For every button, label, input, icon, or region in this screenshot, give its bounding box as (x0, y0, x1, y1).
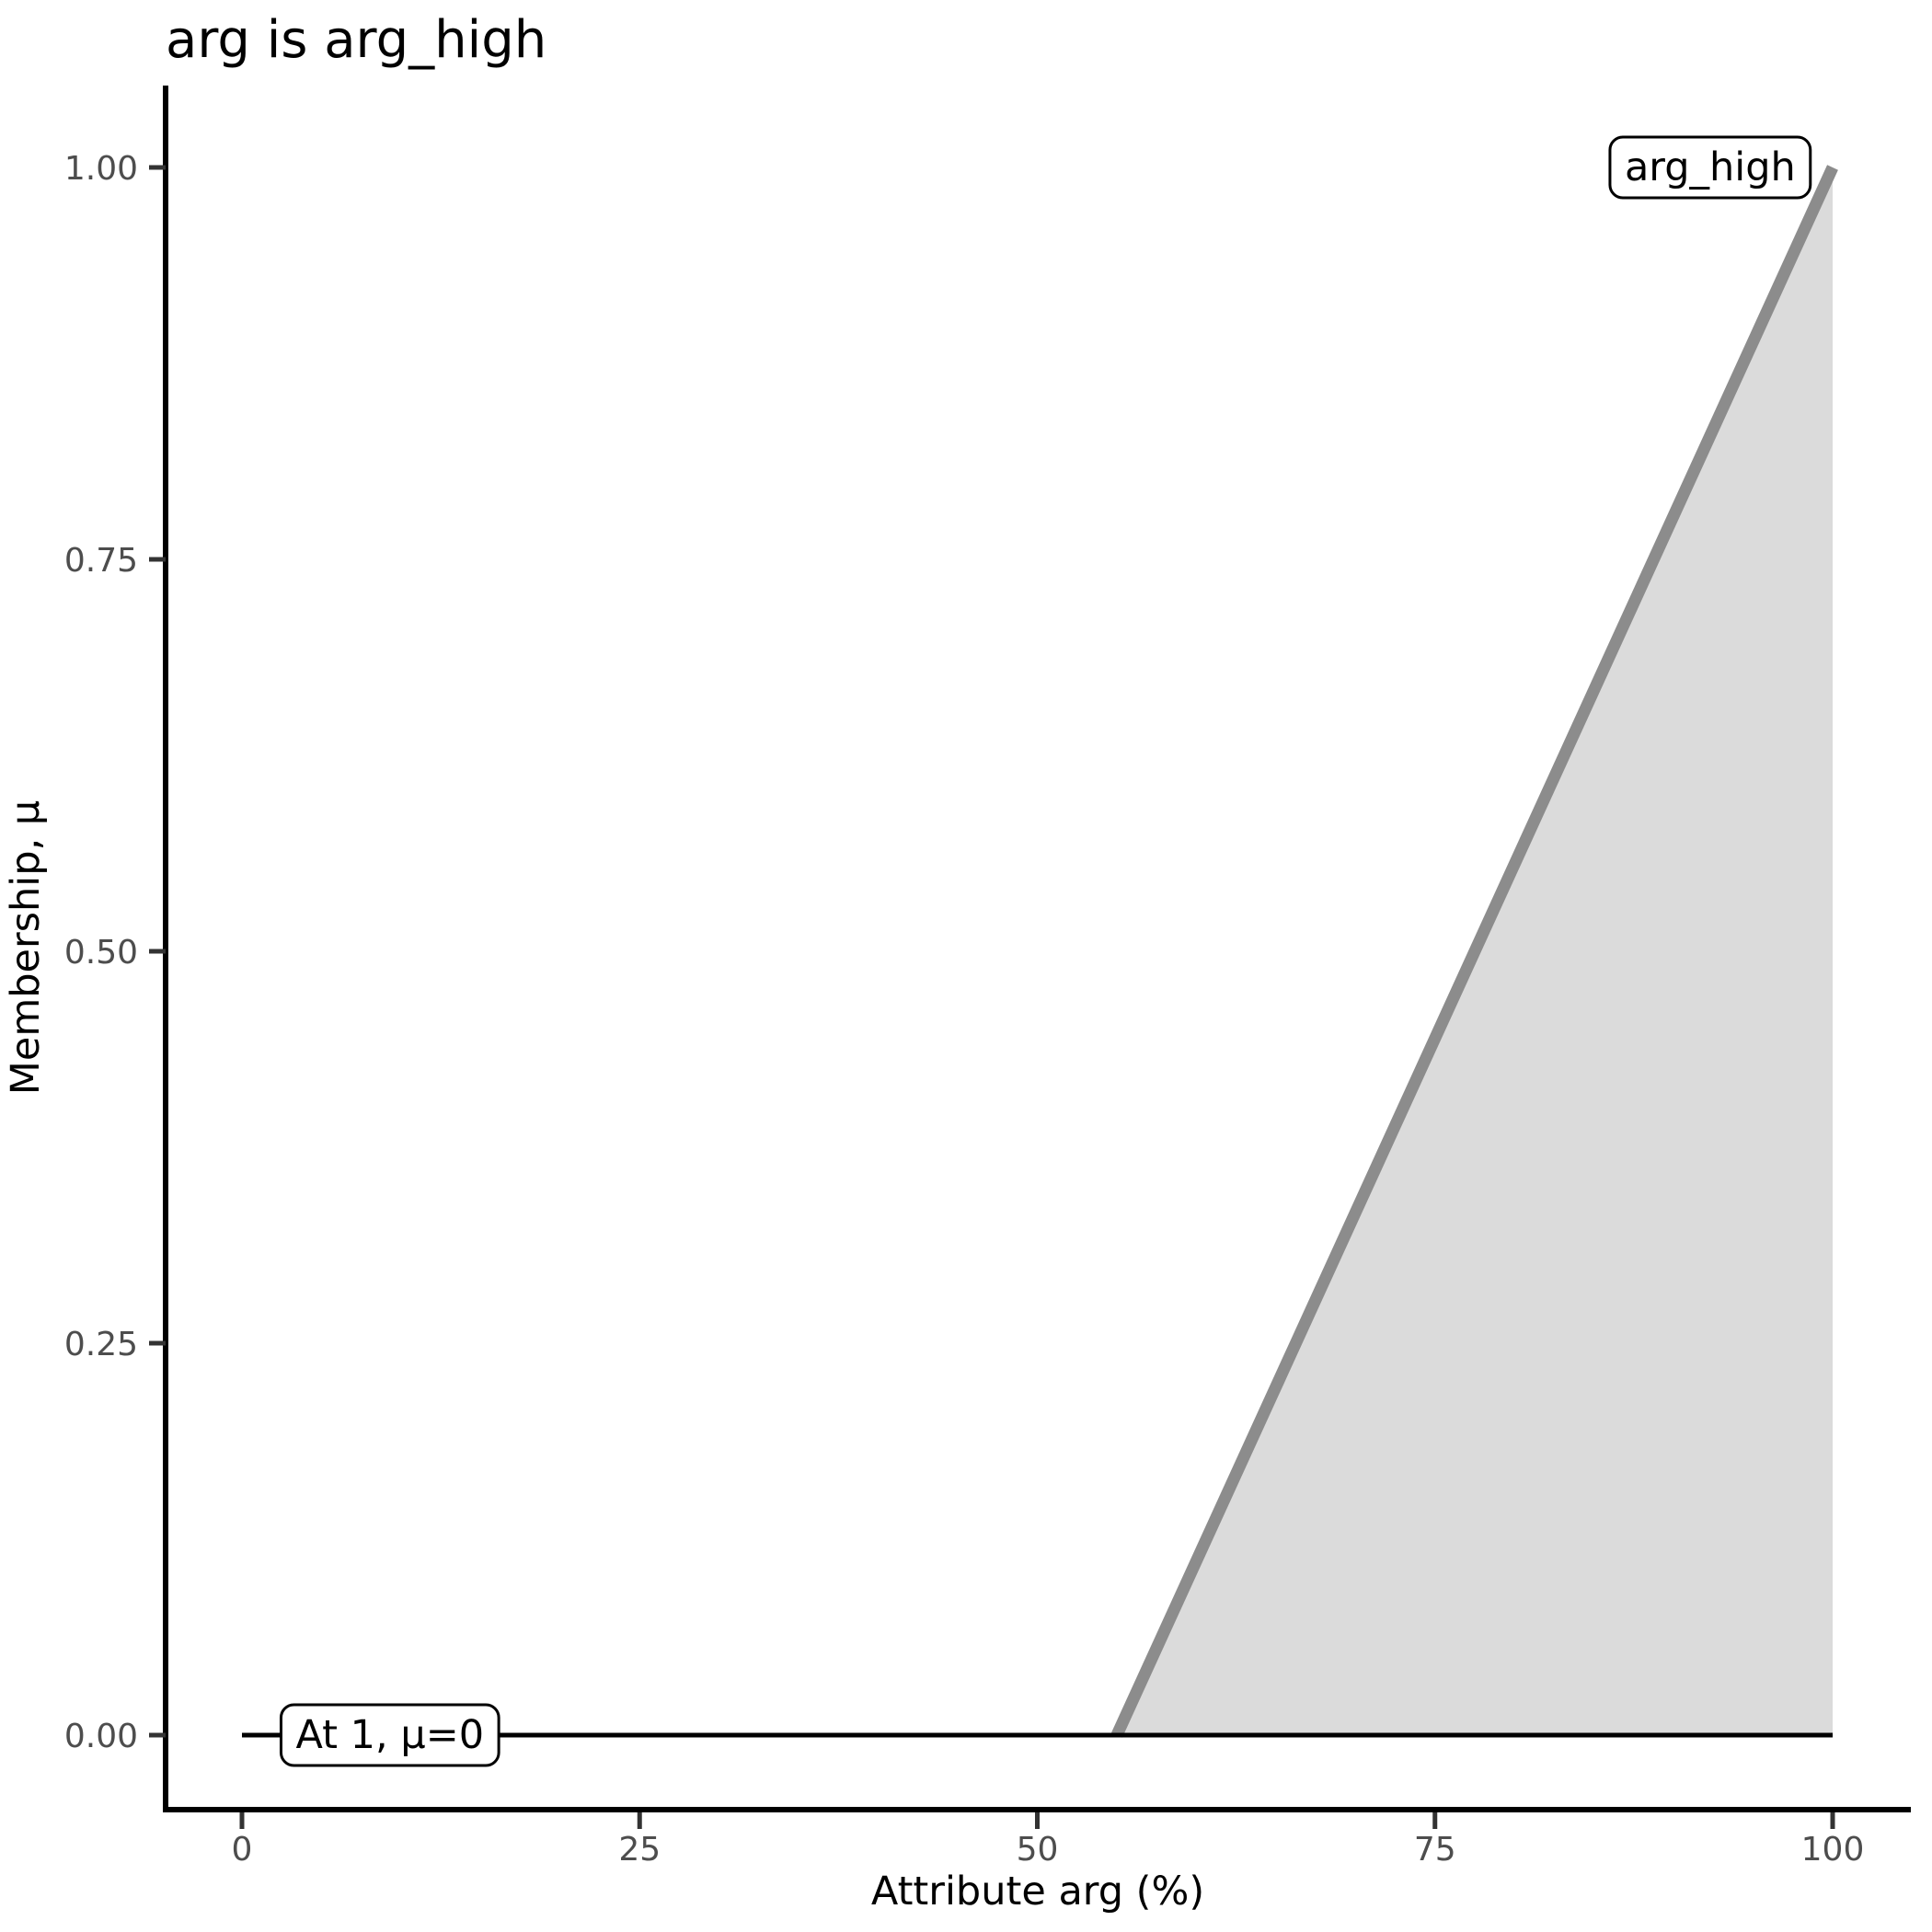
x-tick-label: 50 (1017, 1831, 1059, 1869)
y-tick-label: 0.25 (64, 1326, 138, 1363)
y-tick-label: 0.75 (64, 542, 138, 580)
membership-line-layer (242, 165, 1838, 1738)
axes-layer: 0 25 50 75 100 0.00 0.25 0.50 0.75 1.00 (64, 86, 1911, 1869)
annotation-layer: At 1, μ=0 arg_high (279, 135, 1812, 1767)
x-axis-title: Attribute arg (%) (871, 1869, 1204, 1915)
annotation-label: arg_high (1625, 144, 1796, 190)
y-axis-ticks: 0.00 0.25 0.50 0.75 1.00 (64, 150, 166, 1755)
x-tick-label: 75 (1414, 1831, 1456, 1869)
annotation-label: At 1, μ=0 (295, 1712, 484, 1758)
x-tick-label: 100 (1801, 1831, 1865, 1869)
y-tick-label: 0.00 (64, 1718, 138, 1755)
y-tick-label: 0.50 (64, 934, 138, 972)
annotation-box (1608, 135, 1812, 200)
x-tick-label: 0 (232, 1831, 253, 1869)
x-tick-label: 25 (618, 1831, 661, 1869)
annotation-box (279, 1703, 500, 1767)
y-tick-label: 1.00 (64, 150, 138, 188)
y-axis-title: Membership, μ (3, 800, 49, 1095)
x-axis-ticks: 0 25 50 75 100 (232, 1812, 1865, 1869)
membership-line (1111, 165, 1838, 1738)
chart-title: arg is arg_high (166, 10, 546, 70)
